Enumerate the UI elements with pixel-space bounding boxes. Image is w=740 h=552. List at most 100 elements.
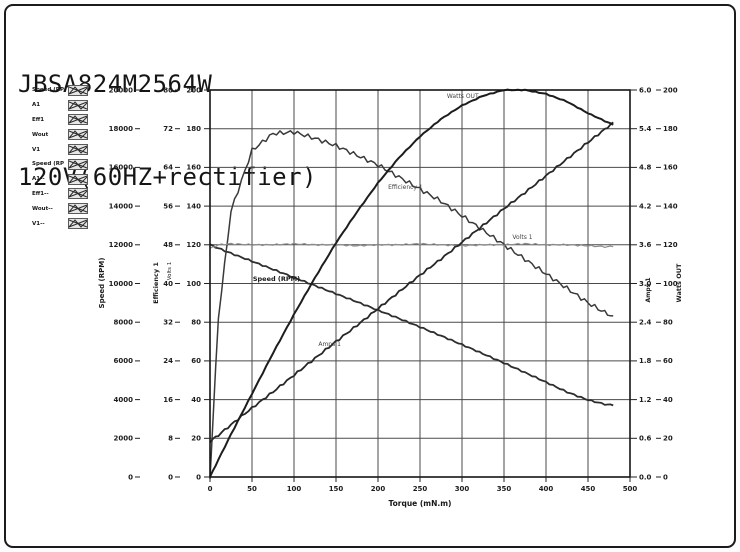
svg-text:100: 100 [663, 280, 678, 288]
legend-item-label: V1-- [32, 220, 45, 227]
svg-text:5.4: 5.4 [639, 125, 652, 133]
svg-text:0.6: 0.6 [639, 435, 652, 443]
legend-curve-swatch-icon [68, 188, 88, 200]
amps-axis-title: Amps 1 [645, 277, 652, 302]
model-number: JBSA824M2564W [18, 70, 213, 98]
curve-label-volts: Volts 1 [512, 234, 532, 241]
svg-text:40: 40 [191, 396, 201, 404]
svg-text:6000: 6000 [114, 357, 134, 365]
legend-curve-swatch-icon [68, 158, 88, 170]
legend-item-label: V1 [32, 146, 41, 153]
curve-label-speed: Speed (RPM) [253, 275, 300, 283]
svg-text:200: 200 [371, 485, 386, 493]
curve-labels: Watts OUT Efficiency 1 Volts 1 Speed (RPM) A… [253, 93, 533, 348]
svg-text:140: 140 [186, 202, 201, 210]
svg-text:0: 0 [196, 473, 201, 481]
speed-curve [209, 243, 614, 407]
svg-text:20000: 20000 [109, 86, 133, 94]
svg-text:200: 200 [663, 86, 678, 94]
svg-text:50: 50 [247, 485, 257, 493]
amps-curve [209, 121, 614, 444]
outer-border-frame [4, 4, 736, 548]
legend-item: A1 [32, 98, 112, 113]
speed-axis-title: Speed (RPM) [98, 258, 106, 309]
legend-item-label: Eff1-- [32, 190, 49, 197]
legend-item: A1-- [32, 172, 112, 187]
volts-axis-title: Volts 1 [167, 262, 173, 281]
svg-text:300: 300 [455, 485, 470, 493]
svg-text:10000: 10000 [109, 280, 133, 288]
svg-text:3.6: 3.6 [639, 241, 652, 249]
svg-text:48: 48 [163, 241, 173, 249]
svg-text:1.8: 1.8 [639, 357, 652, 365]
legend-item: Eff1 [32, 113, 112, 128]
svg-text:160: 160 [663, 164, 678, 172]
svg-text:180: 180 [663, 125, 678, 133]
svg-text:20: 20 [663, 435, 673, 443]
legend-curve-swatch-icon [68, 218, 88, 230]
svg-text:100: 100 [186, 280, 201, 288]
volts-curve [209, 242, 614, 249]
svg-text:200: 200 [186, 86, 201, 94]
svg-text:140: 140 [663, 202, 678, 210]
data-curves [209, 88, 614, 480]
legend-item-label: Speed (RP [32, 161, 64, 168]
legend-item: V1-- [32, 216, 112, 231]
svg-text:0: 0 [128, 473, 133, 481]
legend-item: Wout-- [32, 201, 112, 216]
efficiency-curve [209, 130, 614, 480]
legend-curve-swatch-icon [68, 144, 88, 156]
legend-item-label: A1-- [32, 176, 45, 183]
svg-text:2.4: 2.4 [639, 319, 652, 327]
svg-text:40: 40 [663, 396, 673, 404]
legend-item: Speed (RP [32, 83, 112, 98]
legend-item: Wout [32, 127, 112, 142]
efficiency-axis-title: Efficiency 1 [152, 262, 160, 304]
curve-label-watts: Watts OUT [447, 93, 479, 100]
torque-axis: 0 50 100 150 200 250 300 350 400 450 500 Torque (mN… [208, 477, 638, 508]
svg-text:8: 8 [168, 435, 173, 443]
legend-curve-swatch-icon [68, 203, 88, 215]
svg-text:0: 0 [168, 473, 173, 481]
svg-text:20: 20 [191, 435, 201, 443]
svg-text:160: 160 [186, 164, 201, 172]
svg-text:1.2: 1.2 [639, 396, 652, 404]
legend-curve-swatch-icon [68, 173, 88, 185]
svg-text:500: 500 [623, 485, 638, 493]
svg-text:180: 180 [186, 125, 201, 133]
svg-text:3.0: 3.0 [639, 280, 652, 288]
svg-text:64: 64 [163, 164, 173, 172]
torque-axis-title: Torque (mN.m) [389, 499, 452, 508]
legend-item: Speed (RP [32, 157, 112, 172]
svg-text:16000: 16000 [109, 164, 133, 172]
svg-text:450: 450 [581, 485, 596, 493]
watts-curve [209, 88, 614, 478]
watts-axis: 0 20 40 60 80 100 120 140 160 180 200 Watts OUT [656, 86, 683, 481]
svg-text:32: 32 [163, 319, 173, 327]
curve-label-amps: Amps 1 [318, 341, 341, 348]
svg-text:2000: 2000 [114, 435, 134, 443]
grid-lines [210, 90, 630, 477]
amps-axis: 0.0 0.6 1.2 1.8 2.4 3.0 3.6 4.2 4.8 5.4 6.0 Amps 1 [630, 86, 652, 481]
legend-item: Eff1-- [32, 187, 112, 202]
svg-text:4.2: 4.2 [639, 202, 652, 210]
svg-text:72: 72 [163, 125, 173, 133]
svg-text:80: 80 [663, 319, 673, 327]
legend-item-label: Speed (RP [32, 87, 64, 94]
svg-text:60: 60 [191, 357, 201, 365]
svg-text:80: 80 [163, 86, 173, 94]
svg-text:24: 24 [163, 357, 173, 365]
legend-curve-swatch-icon [68, 99, 88, 111]
svg-text:0.0: 0.0 [639, 473, 652, 481]
svg-text:6.0: 6.0 [639, 86, 652, 94]
svg-text:4000: 4000 [114, 396, 134, 404]
legend-curve-swatch-icon [68, 129, 88, 141]
watts-axis-title: Watts OUT [675, 263, 683, 302]
speed-axis: 0 2000 4000 6000 8000 10000 12000 14000 16000 180… [98, 86, 140, 481]
svg-text:0: 0 [208, 485, 213, 493]
svg-text:400: 400 [539, 485, 554, 493]
svg-text:120: 120 [186, 241, 201, 249]
svg-text:16: 16 [163, 396, 173, 404]
svg-text:80: 80 [191, 319, 201, 327]
